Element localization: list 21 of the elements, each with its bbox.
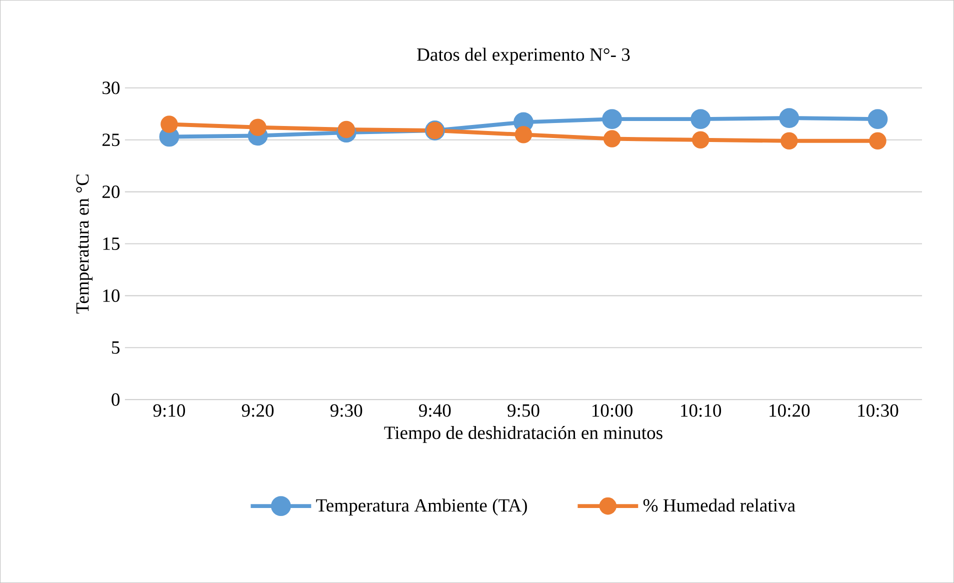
y-tick-label: 0	[112, 393, 120, 406]
legend-label: % Humedad relativa	[643, 498, 796, 512]
x-tick-label: 9:30	[330, 404, 362, 417]
legend-label: Temperatura Ambiente (TA)	[316, 498, 527, 516]
x-tick-label: 9:50	[508, 404, 540, 417]
y-tick-label: 30	[102, 82, 120, 94]
x-tick-label: 10:10	[681, 404, 722, 417]
y-tick-label: 20	[102, 185, 120, 198]
x-tick-label: 9:40	[418, 404, 451, 417]
x-tick-label: 9:10	[153, 404, 186, 417]
y-tick-label: 15	[103, 237, 120, 250]
x-tick-label: 9:20	[242, 404, 274, 417]
x-tick-label: 10:30	[858, 404, 898, 417]
y-tick-label: 5	[112, 341, 120, 354]
y-axis-title: Temperatura en °C	[76, 174, 93, 314]
chart-title: Datos del experimento N°- 3	[417, 48, 630, 65]
y-tick-label: 25	[102, 134, 120, 146]
y-tick-label: 10	[103, 289, 120, 302]
x-tick-label: 10:00	[592, 404, 632, 417]
x-tick-label: 10:20	[770, 404, 810, 417]
x-axis-title: Tiempo de deshidratación en minutos	[384, 426, 662, 443]
